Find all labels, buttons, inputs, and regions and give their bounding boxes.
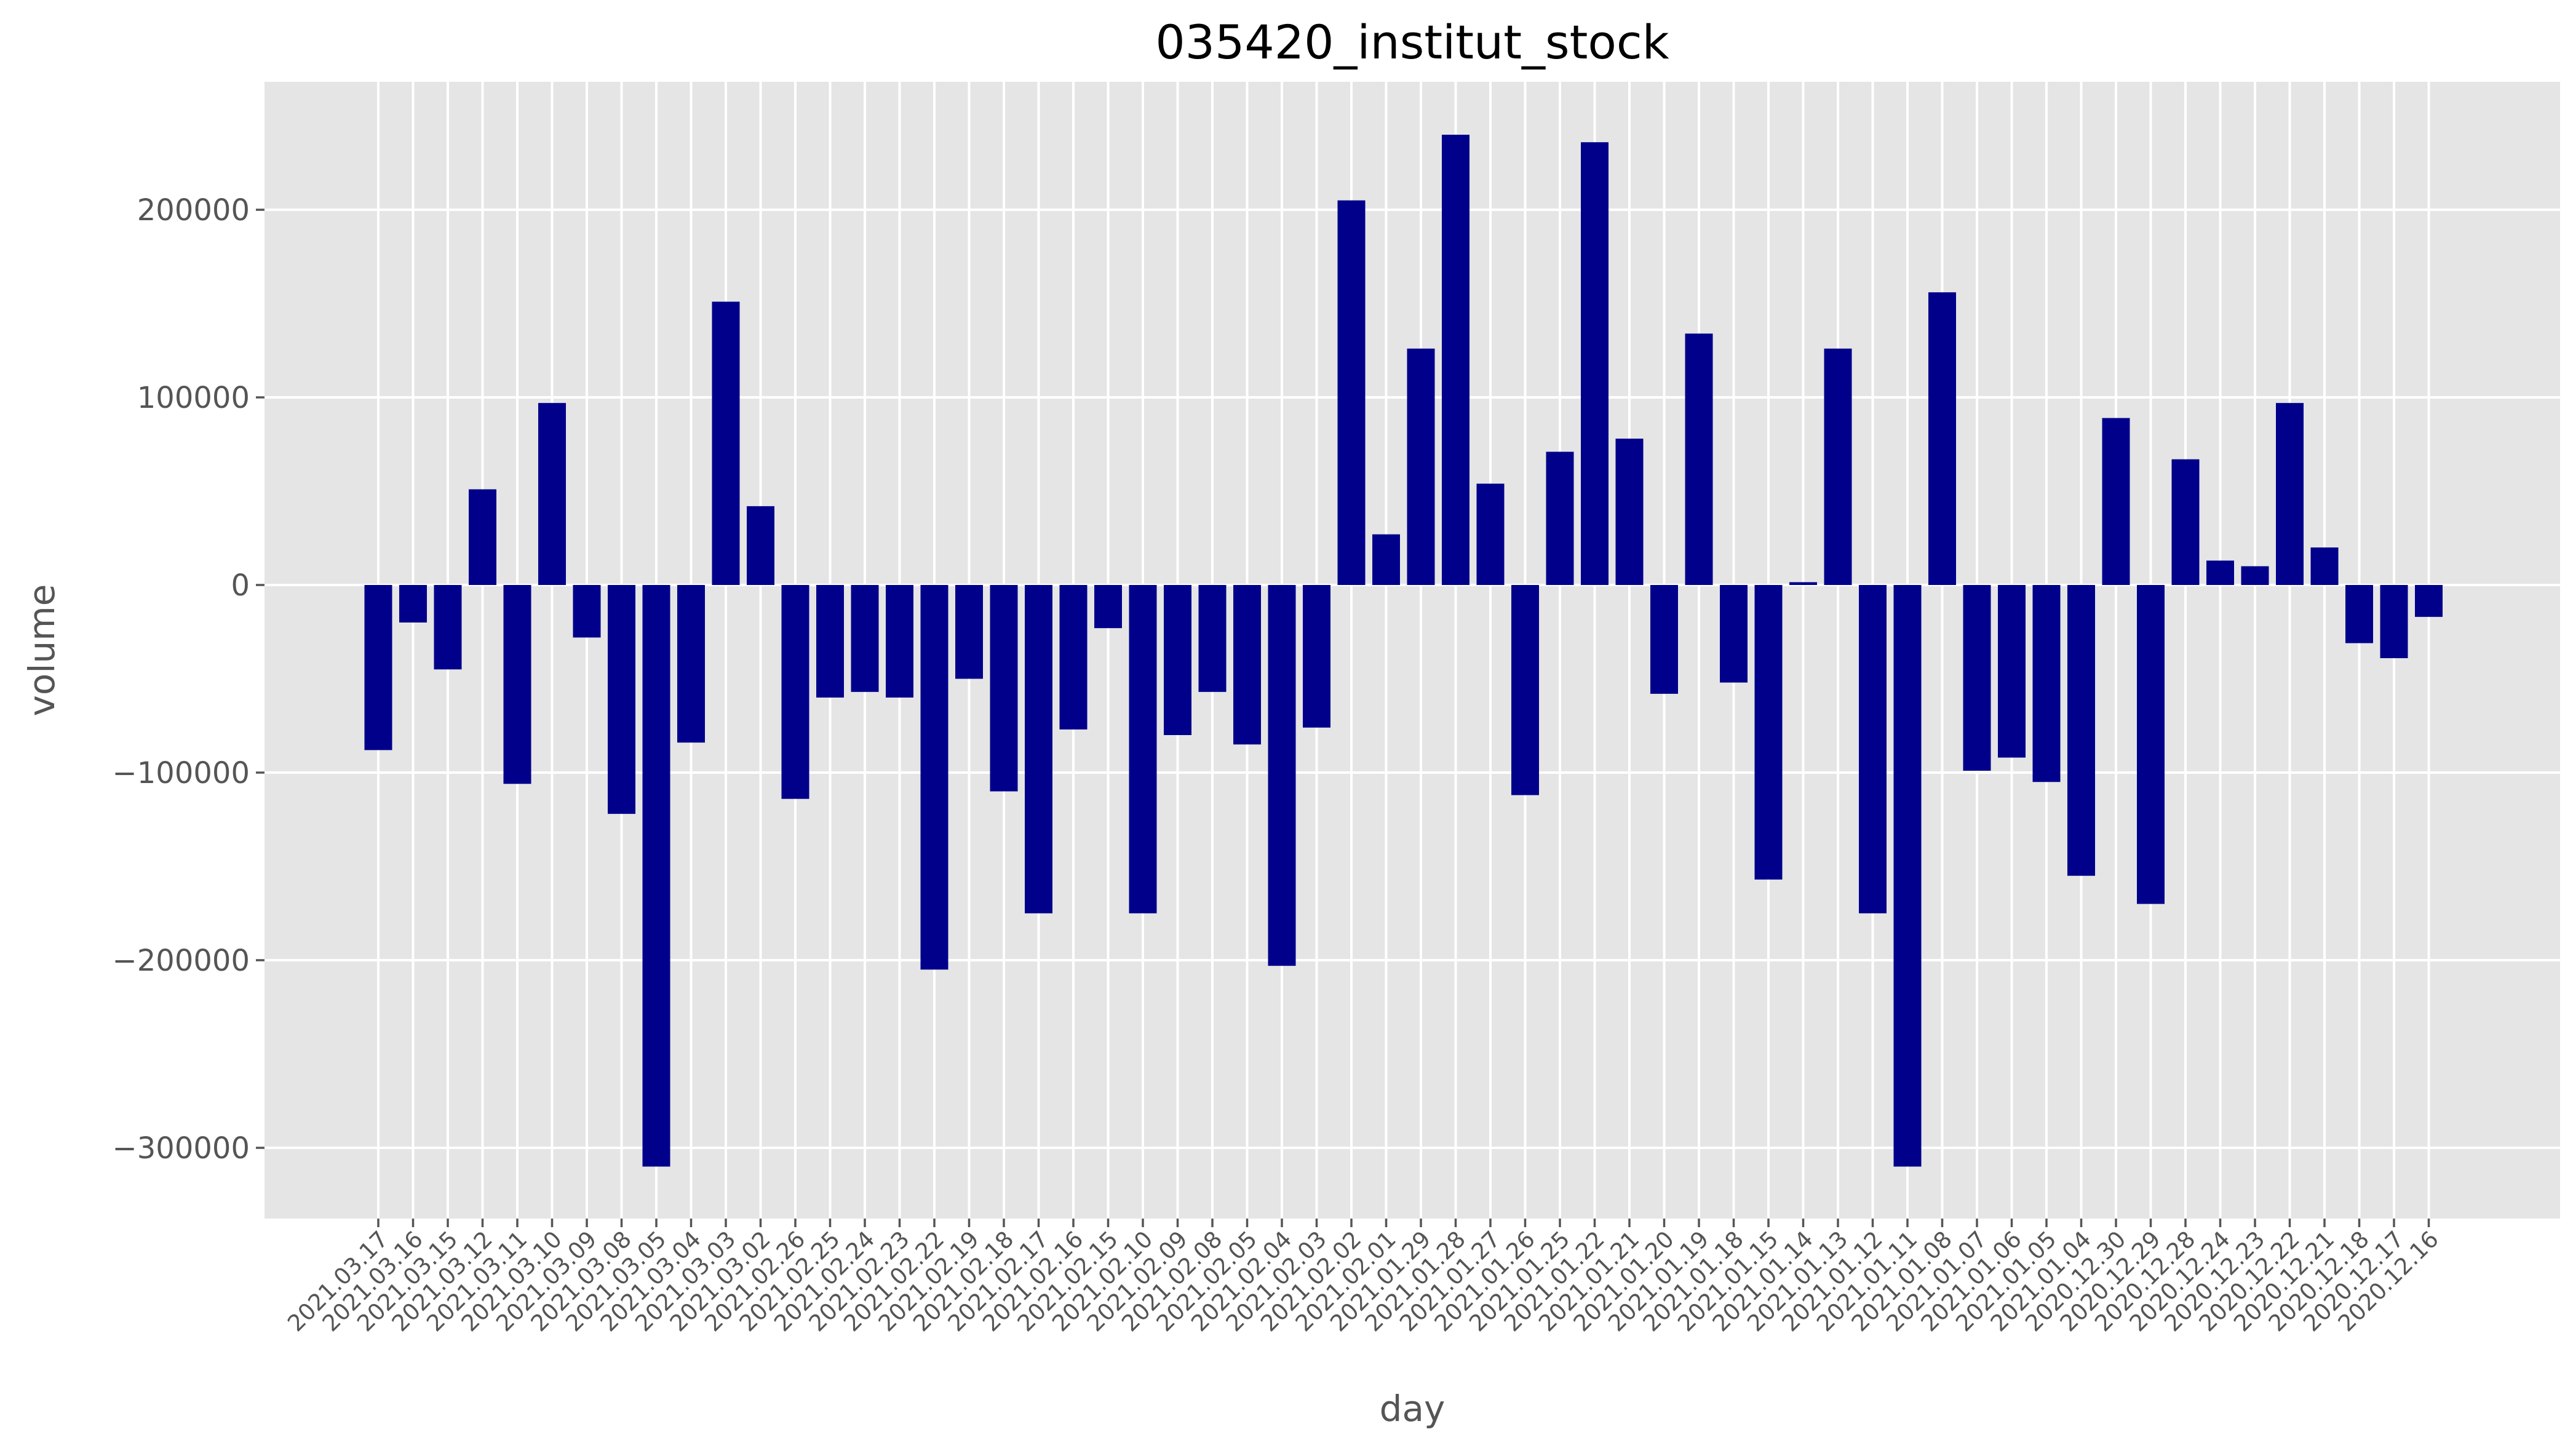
bar: [1198, 585, 1227, 692]
bar: [364, 585, 392, 750]
bar: [1859, 585, 1887, 913]
bar: [1963, 585, 1991, 771]
bar: [1893, 585, 1922, 1167]
bar: [399, 585, 427, 623]
bar: [434, 585, 462, 670]
bars: [364, 135, 2443, 1167]
bar: [2206, 560, 2234, 585]
bar: [851, 585, 879, 692]
y-tick-label: 200000: [137, 193, 250, 228]
y-tick-label: −200000: [113, 944, 250, 978]
bar: [2102, 418, 2130, 585]
x-axis-ticks: 2021.03.172021.03.162021.03.152021.03.12…: [282, 1219, 2444, 1337]
bar: [747, 506, 774, 585]
bar: [955, 585, 983, 679]
bar: [2345, 585, 2373, 643]
y-axis-label: volume: [21, 584, 63, 717]
bar: [1337, 200, 1366, 585]
chart-title: 035420_institut_stock: [1155, 15, 1669, 70]
bar: [2415, 585, 2443, 617]
bar: [469, 489, 496, 585]
bar: [1511, 585, 1539, 795]
bar: [503, 585, 531, 784]
bar: [608, 585, 635, 814]
bar: [2380, 585, 2408, 658]
bar: [1442, 135, 1469, 585]
y-tick-label: −300000: [113, 1131, 250, 1166]
bar: [1754, 585, 1783, 880]
bar: [920, 585, 948, 970]
bar: [1789, 582, 1817, 585]
y-axis-ticks: −300000 −200000 −100000 0 100000 200000: [113, 193, 264, 1166]
bar: [1129, 585, 1157, 913]
bar: [886, 585, 913, 698]
bar: [1546, 452, 1574, 585]
bar: [1025, 585, 1052, 913]
bar: [1059, 585, 1088, 730]
bar: [1233, 585, 1261, 745]
bar: [781, 585, 809, 799]
y-tick-label: 100000: [137, 381, 250, 415]
bar: [573, 585, 601, 638]
bar: [1581, 142, 1609, 585]
bar: [1824, 348, 1852, 585]
bar: [2241, 566, 2269, 585]
bar: [2310, 547, 2339, 585]
bar: [1720, 585, 1748, 683]
bar: [816, 585, 844, 698]
y-tick-label: −100000: [113, 756, 250, 790]
x-axis-label: day: [1380, 1388, 1446, 1430]
bar: [1928, 292, 1956, 585]
bar: [1268, 585, 1296, 966]
bar: [1476, 483, 1505, 585]
bar: [2137, 585, 2165, 904]
bar: [2032, 585, 2061, 782]
bar: [1407, 348, 1435, 585]
bar: [1164, 585, 1191, 735]
bar: [538, 403, 566, 585]
bar: [1303, 585, 1330, 728]
bar: [990, 585, 1018, 792]
bar: [1650, 585, 1678, 694]
bar: [2171, 459, 2200, 585]
bar: [1094, 585, 1122, 629]
bar: [1998, 585, 2026, 758]
bar: [1685, 333, 1713, 585]
bar: [2276, 403, 2304, 585]
bar: [677, 585, 705, 743]
y-tick-label: 0: [231, 568, 250, 603]
bar: [1615, 439, 1644, 585]
bar: [642, 585, 670, 1167]
bar: [2067, 585, 2095, 876]
bar: [712, 301, 740, 585]
bar: [1372, 534, 1400, 585]
